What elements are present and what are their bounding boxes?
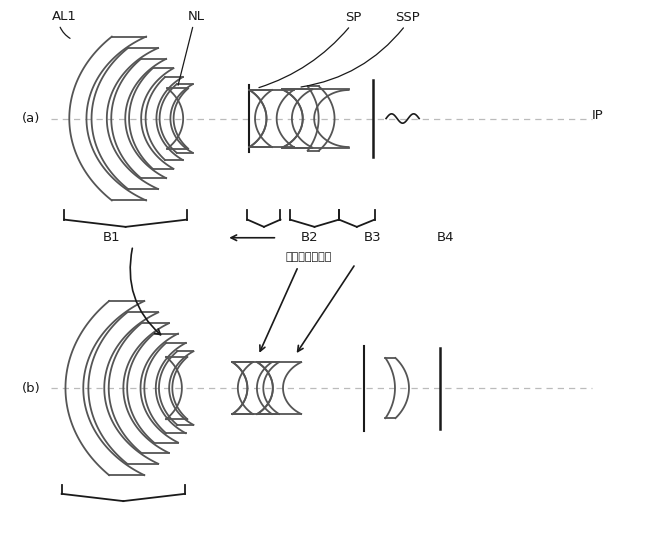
Text: B2: B2	[300, 231, 318, 244]
Text: NL: NL	[187, 10, 204, 22]
Text: B4: B4	[437, 231, 454, 244]
Text: （フォーカス）: （フォーカス）	[286, 253, 332, 263]
Text: IP: IP	[592, 110, 604, 123]
Text: (a): (a)	[22, 112, 40, 125]
Text: B1: B1	[103, 231, 121, 244]
Text: SSP: SSP	[395, 11, 420, 24]
Text: B3: B3	[364, 231, 382, 244]
Text: (b): (b)	[21, 381, 40, 395]
Text: SP: SP	[345, 11, 362, 24]
Text: AL1: AL1	[52, 10, 77, 22]
